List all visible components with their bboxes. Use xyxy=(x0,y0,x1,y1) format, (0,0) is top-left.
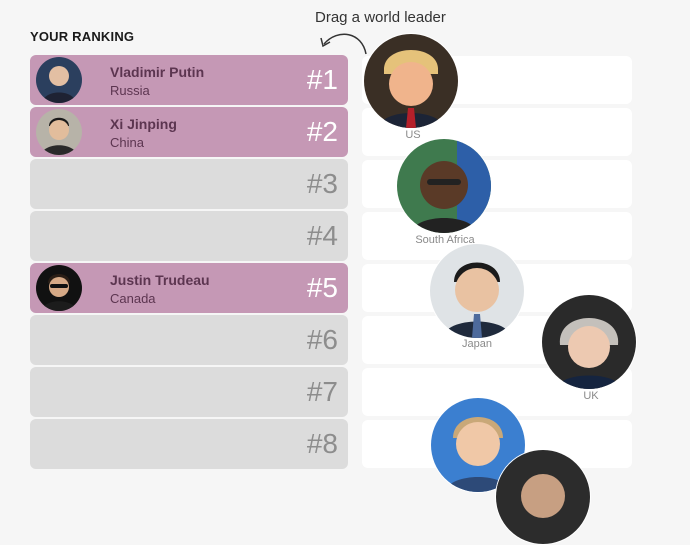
ranking-slot-5[interactable]: Justin Trudeau Canada #5 xyxy=(30,263,348,313)
leader-token-south-africa[interactable] xyxy=(396,138,492,234)
ranking-slot-2[interactable]: Xi Jinping China #2 xyxy=(30,107,348,157)
leader-name: Justin Trudeau xyxy=(110,272,210,288)
leader-token-uk[interactable] xyxy=(541,294,637,390)
ranking-slot-1[interactable]: Vladimir Putin Russia #1 xyxy=(30,55,348,105)
avatar xyxy=(36,265,82,311)
leader-name: Vladimir Putin xyxy=(110,64,205,80)
ranking-heading: YOUR RANKING xyxy=(30,29,135,44)
leader-token-japan[interactable] xyxy=(429,243,525,339)
leader-country-label: US xyxy=(405,129,421,141)
leader-country-label: Japan xyxy=(462,338,492,350)
rank-number: #5 xyxy=(306,272,338,303)
ranking-slot-3[interactable]: #3 xyxy=(30,159,348,209)
rank-number: #2 xyxy=(306,116,338,147)
rank-number: #4 xyxy=(306,220,338,251)
leader-country: China xyxy=(110,135,144,150)
rank-number: #8 xyxy=(306,428,338,459)
drag-hint: Drag a world leader xyxy=(315,9,446,26)
leader-country: Russia xyxy=(110,83,150,98)
curved-arrow-icon xyxy=(320,33,367,55)
ranking-slot-4[interactable]: #4 xyxy=(30,211,348,261)
rank-number: #7 xyxy=(306,376,338,407)
avatar xyxy=(36,109,82,155)
leader-token[interactable] xyxy=(495,449,591,545)
ranking-slot-7[interactable]: #7 xyxy=(30,367,348,417)
avatar xyxy=(36,57,82,103)
rank-number: #6 xyxy=(306,324,338,355)
ranking-slot-8[interactable]: #8 xyxy=(30,419,348,469)
leader-country-label: South Africa xyxy=(415,234,475,246)
leader-token-us[interactable] xyxy=(363,33,459,129)
leader-country-label: UK xyxy=(583,390,599,402)
rank-number: #1 xyxy=(306,64,338,95)
rank-number: #3 xyxy=(306,168,338,199)
leader-name: Xi Jinping xyxy=(110,116,177,132)
ranking-slot-6[interactable]: #6 xyxy=(30,315,348,365)
leader-country: Canada xyxy=(110,291,156,306)
